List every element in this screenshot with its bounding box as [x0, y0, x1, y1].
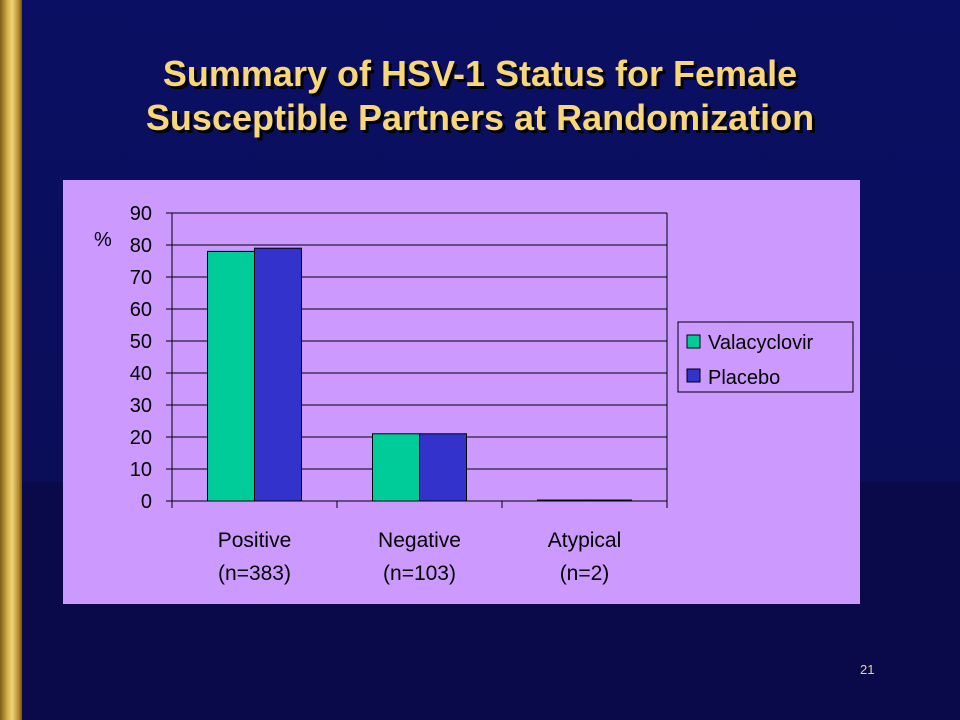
y-tick-label: 10 [130, 459, 152, 481]
x-category-label: Positive [218, 529, 292, 552]
x-category-count-label: (n=103) [383, 562, 456, 585]
bar-valacyclovir-negative [372, 433, 420, 502]
legend-label-valacyclovir: Valacyclovir [708, 332, 814, 354]
axes: 0 10 20 30 40 50 60 70 80 90 Positive (n=383) Negati… [130, 203, 668, 585]
y-tick-label: 0 [141, 491, 152, 513]
y-tick-label: 20 [130, 427, 152, 449]
slide-title: Summary of HSV-1 Status for Female Susce… [60, 52, 900, 140]
y-axis-label: % [94, 229, 112, 251]
bar-placebo-negative [419, 433, 467, 502]
bar-placebo-positive [254, 247, 302, 502]
y-tick-label: 70 [130, 267, 152, 289]
slide-title-line-2: Susceptible Partners at Randomization [145, 97, 815, 138]
y-tick-label: 50 [130, 331, 152, 353]
y-tick-label: 30 [130, 395, 152, 417]
bars [207, 247, 632, 502]
legend: Valacyclovir Placebo [677, 321, 854, 393]
bar-valacyclovir-positive [207, 250, 255, 502]
legend-swatch-valacyclovir [686, 334, 701, 349]
bar-chart: 0 10 20 30 40 50 60 70 80 90 Positive (n=383) Negati… [94, 203, 854, 585]
legend-swatch-placebo [686, 368, 701, 383]
legend-label-placebo: Placebo [708, 367, 780, 389]
legend-box [677, 321, 854, 393]
side-accent-bar [0, 0, 22, 720]
y-tick-label: 90 [130, 203, 152, 225]
y-tick-label: 80 [130, 235, 152, 257]
y-tick-label: 60 [130, 299, 152, 321]
y-tick-label: 40 [130, 363, 152, 385]
x-category-label: Atypical [548, 529, 622, 552]
x-category-label: Negative [378, 529, 461, 552]
page-number: 21 [860, 662, 875, 677]
x-category-count-label: (n=383) [218, 562, 291, 585]
chart-panel: 0 10 20 30 40 50 60 70 80 90 Positive (n=383) Negati… [63, 180, 860, 604]
x-category-count-label: (n=2) [560, 562, 610, 585]
slide-title-line-1: Summary of HSV-1 Status for Female [162, 53, 798, 94]
